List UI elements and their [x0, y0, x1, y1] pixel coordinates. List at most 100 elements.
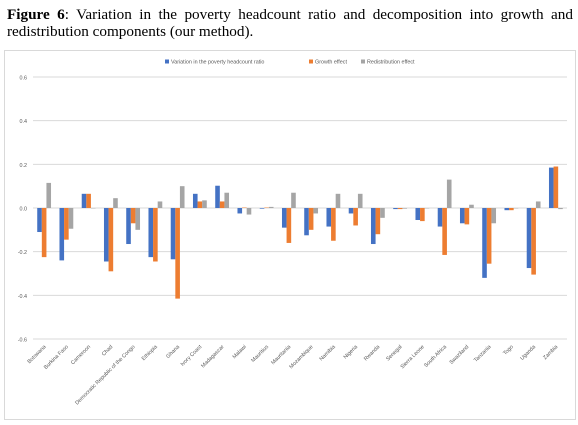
bar-variation	[237, 208, 243, 214]
bar-growth	[197, 201, 203, 208]
bar-variation	[370, 208, 376, 245]
bar-redistribution	[157, 201, 163, 208]
bar-redistribution	[113, 198, 118, 208]
category-label: Ethiopia	[141, 344, 159, 362]
legend-label: Redistribution effect	[367, 60, 415, 66]
bar-redistribution	[380, 208, 385, 218]
bar-redistribution	[446, 179, 452, 208]
category-label: Cameroon	[70, 344, 92, 366]
category-label: Uganda	[519, 344, 537, 362]
bar-growth	[375, 208, 381, 235]
bar-redistribution	[402, 208, 408, 209]
bar-variation	[482, 208, 487, 278]
bar-variation	[170, 208, 176, 260]
bar-variation	[215, 185, 220, 208]
category-label: Sierra Leone	[400, 344, 426, 370]
bar-variation	[103, 208, 109, 262]
bar-variation	[59, 208, 65, 261]
bar-growth	[397, 208, 403, 210]
bar-redistribution	[268, 206, 274, 208]
bar-growth	[331, 208, 336, 241]
figure-label: Figure 6	[7, 6, 65, 23]
bar-redistribution	[291, 192, 296, 208]
bar-variation	[259, 208, 265, 209]
bar-growth	[442, 208, 447, 255]
bar-growth	[153, 208, 158, 262]
bar-redistribution	[469, 204, 474, 208]
bar-growth	[353, 208, 358, 226]
y-tick-label: 0.0	[20, 207, 28, 213]
figure-caption: Figure 6: Variation in the poverty headc…	[7, 6, 573, 40]
bar-redistribution	[558, 208, 563, 210]
y-tick-label: -0.2	[18, 250, 27, 256]
category-label: Chad	[101, 344, 114, 357]
bar-redistribution	[202, 200, 207, 208]
category-label: Tanzania	[473, 344, 493, 364]
bar-redistribution	[357, 193, 363, 208]
bar-redistribution	[246, 208, 252, 215]
legend-swatch-growth	[309, 59, 313, 64]
category-label: Rwanda	[363, 344, 381, 362]
y-tick-label: -0.4	[18, 294, 27, 300]
bar-growth	[64, 208, 69, 240]
bar-variation	[415, 208, 421, 221]
bar-redistribution	[179, 186, 185, 208]
category-label: Togo	[502, 344, 515, 357]
category-label: South Africa	[423, 344, 448, 369]
bar-growth	[175, 208, 180, 299]
y-tick-label: -0.6	[18, 338, 27, 344]
y-tick-label: 0.6	[20, 76, 28, 82]
bar-growth	[531, 208, 536, 275]
bar-variation	[304, 208, 309, 236]
bar-variation	[126, 208, 131, 245]
category-label: Botswana	[27, 344, 48, 365]
bar-redistribution	[491, 208, 497, 224]
y-tick-label: 0.4	[20, 119, 28, 125]
bar-growth	[219, 201, 225, 208]
category-label: Mozambique	[288, 344, 314, 370]
bar-growth	[553, 166, 559, 208]
category-label: Ghana	[165, 344, 181, 360]
bar-redistribution	[313, 208, 319, 214]
bar-redistribution	[135, 208, 141, 230]
bar-variation	[148, 208, 154, 258]
bar-variation	[37, 208, 42, 233]
legend-label: Variation in the poverty headcount ratio	[171, 60, 264, 66]
bar-growth	[86, 193, 91, 208]
legend-swatch-variation	[165, 59, 169, 64]
bar-variation	[348, 208, 354, 214]
bar-variation	[281, 208, 287, 228]
category-label: Mauritius	[250, 344, 270, 364]
category-label: Malawi	[232, 344, 248, 360]
bar-variation	[548, 167, 554, 208]
y-tick-label: 0.2	[20, 163, 28, 169]
figure-caption-text: : Variation in the poverty headcount rat…	[7, 6, 573, 40]
legend-label: Growth effect	[315, 60, 347, 66]
bar-variation	[504, 208, 510, 211]
bar-variation	[526, 208, 532, 269]
category-label: Senegal	[385, 344, 403, 362]
bar-redistribution	[224, 192, 230, 208]
category-label: Madagascar	[200, 344, 225, 369]
bar-growth	[286, 208, 292, 243]
bar-variation	[326, 208, 332, 227]
bar-variation	[81, 193, 87, 208]
bar-redistribution	[68, 208, 74, 229]
bar-growth	[420, 208, 425, 222]
category-label: Swaziland	[449, 344, 471, 366]
bar-growth	[108, 208, 114, 272]
bar-redistribution	[335, 193, 341, 208]
bar-variation	[437, 208, 443, 227]
category-label: Namibia	[319, 344, 337, 362]
category-label: Mauritania	[270, 344, 292, 366]
bar-variation	[192, 193, 198, 208]
bar-redistribution	[46, 182, 52, 208]
category-label: Nigeria	[343, 344, 359, 360]
chart-frame: -0.6 -0.4 -0.2 0.0 0.2 0.4 0.6 Botswana Burkina …	[4, 50, 576, 420]
bar-growth	[509, 208, 514, 211]
bar-variation	[459, 208, 465, 224]
bar-growth	[486, 208, 492, 264]
bar-variation	[393, 208, 398, 210]
bar-redistribution	[535, 201, 541, 208]
bar-growth	[308, 208, 314, 230]
